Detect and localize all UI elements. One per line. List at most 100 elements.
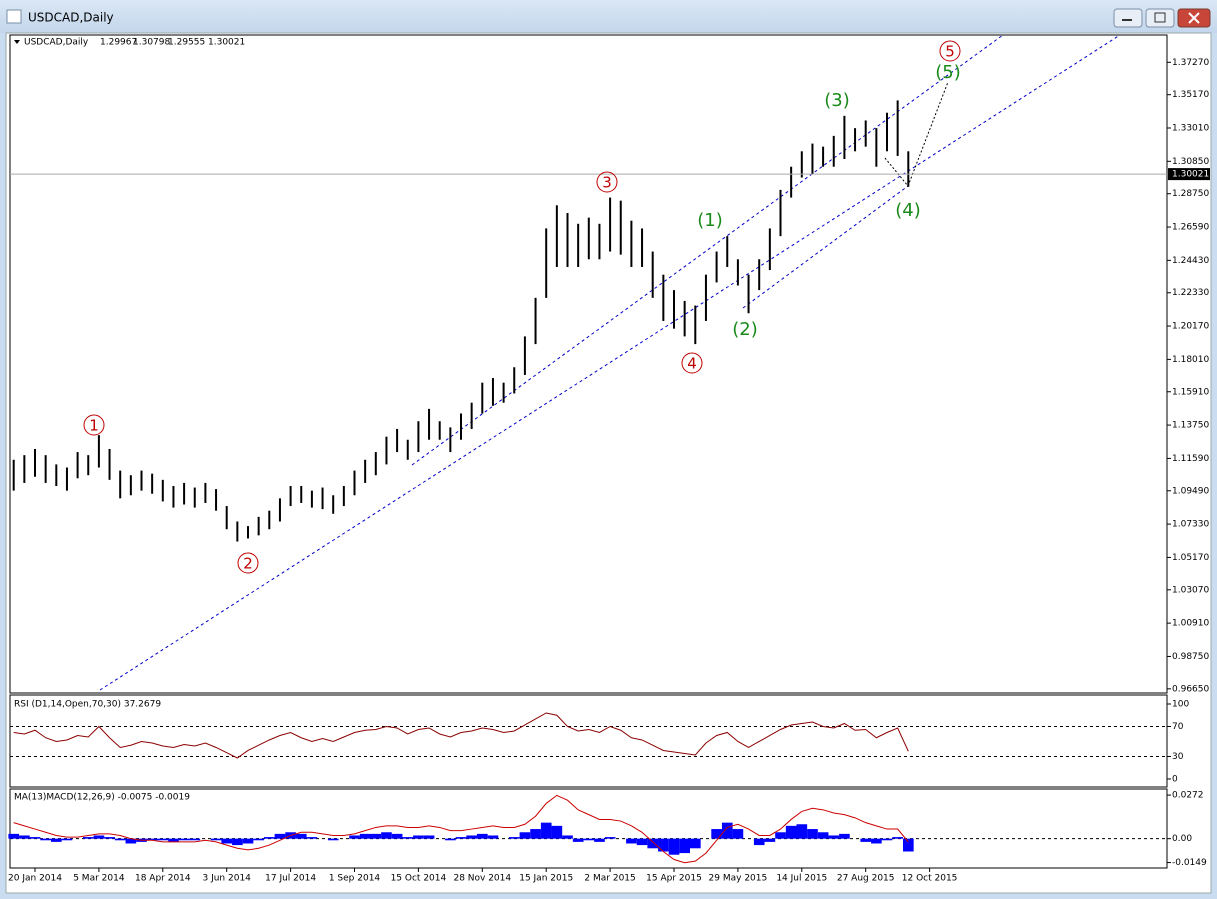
macd-bar — [114, 838, 126, 841]
macd-bar — [679, 838, 690, 854]
macd-bar — [892, 837, 903, 839]
macd-panel — [9, 788, 1168, 869]
macd-bar — [327, 838, 339, 841]
signal-line — [13, 794, 909, 864]
quote-value: 1.29555 — [168, 38, 205, 48]
wave-circle — [681, 352, 703, 374]
x-tick-label: 15 Oct 2014 — [391, 874, 447, 884]
macd-bar — [402, 837, 414, 839]
maximize-icon — [1154, 12, 1166, 23]
current-price-label: 1.30021 — [1172, 170, 1209, 180]
y-tick-label: 1.26590 — [1172, 223, 1209, 233]
y-tick-label: 1.05170 — [1172, 553, 1209, 563]
x-tick-label: 18 Apr 2014 — [135, 874, 191, 884]
macd-bar — [551, 825, 563, 839]
macd-bar — [764, 838, 776, 842]
y-tick-label: 1.03070 — [1172, 585, 1209, 595]
rsi-line — [13, 712, 909, 759]
macd-bar — [636, 838, 648, 846]
x-tick-label: 27 Aug 2015 — [837, 874, 895, 884]
macd-bar — [82, 837, 94, 839]
macd-bar — [753, 838, 765, 846]
macd-bar — [221, 838, 233, 844]
y-tick-label: 1.00910 — [1172, 619, 1209, 629]
x-tick-label: 12 Oct 2015 — [902, 874, 958, 884]
macd-bar — [690, 838, 701, 849]
macd-bar — [647, 838, 659, 849]
quote-value: 1.30798 — [133, 38, 170, 48]
macd-bar — [807, 829, 818, 839]
macd-bar — [29, 837, 41, 839]
y-tick-label: 0.98750 — [1172, 652, 1209, 662]
macd-bar — [40, 838, 51, 841]
macd-bar — [189, 838, 201, 841]
macd-bar — [860, 838, 872, 842]
macd-bar — [583, 838, 595, 841]
macd-bar — [210, 838, 222, 841]
y-tick-label: 1.22330 — [1172, 288, 1209, 298]
macd-bar — [93, 835, 105, 839]
wave-circle — [939, 40, 961, 62]
macd-bar — [274, 833, 286, 839]
macd-bar — [721, 822, 733, 839]
quote-value: 1.29967 — [100, 38, 137, 48]
wave-label: (2) — [732, 319, 758, 340]
x-tick-label: 15 Apr 2015 — [646, 874, 702, 884]
x-tick-label: 1 Sep 2014 — [329, 874, 381, 884]
macd-bar — [8, 833, 20, 839]
maximize-button[interactable] — [1145, 8, 1175, 28]
macd-bar — [711, 829, 722, 839]
macd-bar — [594, 838, 605, 842]
macd-bar — [19, 835, 30, 839]
wave-label: (1) — [697, 210, 723, 231]
x-tick-label: 15 Jan 2015 — [519, 874, 573, 884]
macd-bar — [785, 825, 797, 839]
macd-bar — [61, 838, 73, 841]
y-tick-label: 1.30850 — [1172, 157, 1209, 167]
y-tick-label: 1.20170 — [1172, 322, 1209, 332]
price-panel — [9, 34, 1168, 694]
macd-bar — [168, 838, 179, 842]
current-price-box — [1168, 168, 1210, 181]
macd-bar — [540, 822, 552, 839]
minimize-button[interactable] — [1113, 8, 1143, 28]
macd-bar — [487, 835, 499, 839]
y-tick-label: 0 — [1172, 774, 1178, 784]
x-tick-label: 3 Jun 2014 — [202, 874, 251, 884]
macd-bar — [349, 835, 360, 839]
quote-value: 1.30021 — [208, 38, 245, 48]
macd-bar — [253, 838, 264, 841]
macd-bar — [242, 838, 254, 844]
macd-bar — [572, 838, 584, 842]
minimize-icon — [1122, 19, 1132, 21]
x-tick-label: 17 Jul 2014 — [265, 874, 316, 884]
macd-bar — [232, 838, 243, 846]
macd-bar — [295, 833, 307, 839]
x-tick-label: 2 Mar 2015 — [584, 874, 635, 884]
y-tick-label: 1.28750 — [1172, 189, 1209, 199]
wave-circle — [596, 171, 618, 193]
macd-bar — [519, 832, 531, 839]
macd-bar — [306, 837, 318, 839]
y-tick-label: 0.00 — [1172, 834, 1192, 844]
macd-bar — [508, 837, 520, 839]
menu-triangle — [14, 40, 20, 44]
y-tick-label: 0.96650 — [1172, 684, 1209, 694]
macd-bar — [445, 838, 456, 841]
window-title: USDCAD,Daily — [28, 11, 114, 25]
wave-circle — [83, 414, 105, 436]
macd-bar — [104, 837, 115, 839]
indicator-title: RSI (D1,14,Open,70,30) 37.2679 — [14, 700, 161, 710]
macd-bar — [530, 829, 541, 839]
wave-label: 2 — [243, 555, 253, 573]
projection-line — [884, 81, 949, 187]
y-tick-label: 1.18010 — [1172, 355, 1209, 365]
macd-bar — [178, 838, 190, 841]
y-tick-label: 1.24430 — [1172, 256, 1209, 266]
macd-bar — [264, 837, 275, 839]
wave-label: 1 — [89, 417, 99, 435]
x-tick-label: 20 Jan 2014 — [8, 874, 62, 884]
wave-label: 4 — [687, 355, 697, 373]
macd-bar — [562, 835, 573, 839]
